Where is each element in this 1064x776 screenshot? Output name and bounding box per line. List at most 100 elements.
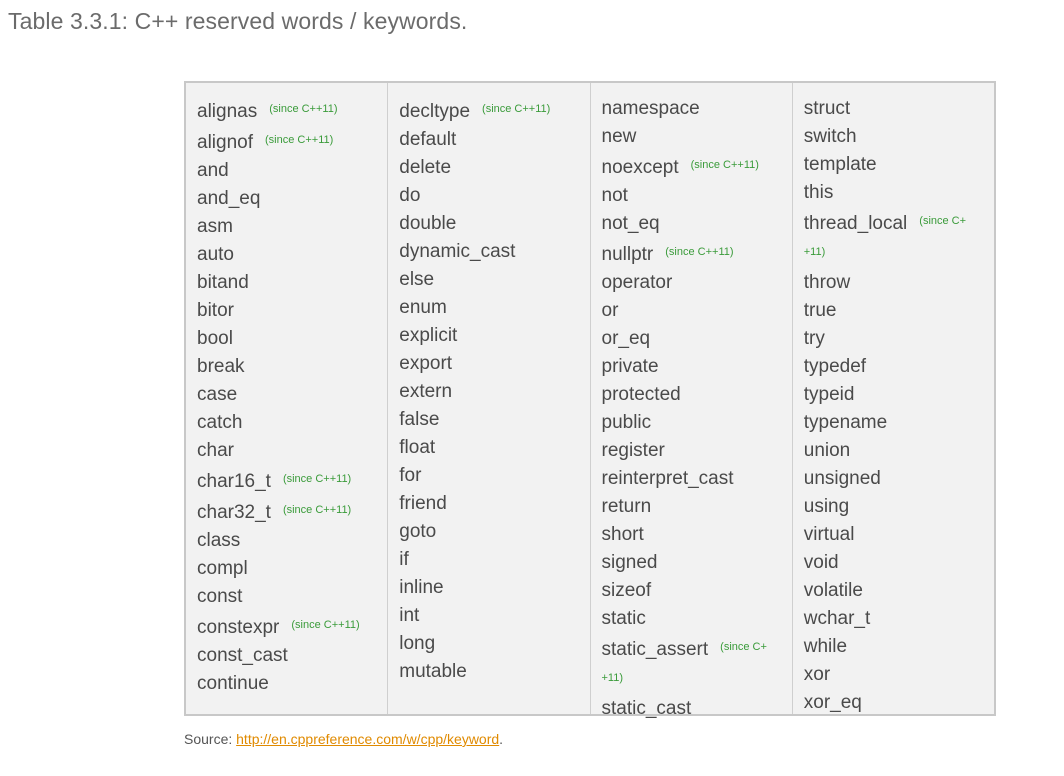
table-caption: Table 3.3.1: C++ reserved words / keywor… [8, 8, 468, 34]
source-prefix: Source: [184, 731, 237, 747]
keyword-entry: true [804, 297, 994, 325]
keyword-text: switch [803, 126, 857, 147]
keyword-entry: private [602, 353, 792, 381]
keyword-entry: not [602, 182, 792, 210]
keyword-entry: while [804, 633, 994, 661]
keyword-text: template [803, 154, 877, 175]
keyword-entry: export [399, 350, 589, 378]
keyword-column-4: struct switch template this thread_local (sin… [793, 83, 994, 714]
keyword-entry: extern [399, 378, 589, 406]
source-link[interactable]: http://en.cppreference.com/w/cpp/keyword [236, 731, 500, 747]
keyword-entry: enum [399, 294, 589, 322]
keyword-text: goto [399, 521, 437, 542]
keyword-text: bitand [197, 272, 249, 293]
keyword-text: export [399, 353, 453, 374]
keyword-entry: wchar_t [804, 605, 994, 633]
keyword-text: wchar_t [803, 608, 871, 629]
keyword-text: struct [803, 98, 851, 119]
keyword-entry: alignof (since C++11) [197, 126, 387, 157]
keyword-text: else [399, 269, 435, 290]
keyword-text: char32_t [197, 502, 271, 523]
keyword-entry: union [804, 437, 994, 465]
keyword-text: catch [197, 412, 243, 433]
keyword-entry: char16_t (since C++11) [197, 465, 387, 496]
keyword-text: int [399, 605, 420, 626]
keyword-text: and_eq [197, 188, 261, 209]
since-note: (since C++11) [269, 103, 338, 115]
keyword-entry: do [399, 182, 589, 210]
keyword-text: compl [197, 558, 248, 579]
keyword-entry: namespace [602, 95, 792, 123]
keyword-entry: volatile [804, 577, 994, 605]
keyword-entry: typedef [804, 353, 994, 381]
keyword-text: this [803, 182, 834, 203]
keyword-entry: bitor [197, 297, 387, 325]
keyword-entry: class [197, 527, 387, 555]
keyword-text: long [399, 633, 436, 654]
keyword-text: while [803, 636, 848, 657]
keyword-entry: new [602, 123, 792, 151]
keyword-text: sizeof [601, 580, 652, 601]
keyword-text: xor_eq [803, 692, 862, 713]
keyword-entry: if [399, 546, 589, 574]
keyword-column-2: decltype (since C++11) default delete do doub… [388, 83, 591, 714]
keyword-text: private [601, 356, 659, 377]
keyword-column-1: alignas (since C++11) alignof (since C++11)… [186, 83, 389, 714]
keyword-text: static [601, 608, 646, 629]
keyword-entry: asm [197, 213, 387, 241]
keyword-text: const [197, 586, 243, 607]
keyword-text: static_cast [601, 698, 692, 719]
keyword-text: operator [601, 272, 673, 293]
keyword-entry: typename [804, 409, 994, 437]
keyword-entry: dynamic_cast [399, 238, 589, 266]
keyword-text: inline [399, 577, 444, 598]
keyword-text: thread_local [803, 213, 908, 234]
keyword-text: alignas [197, 101, 258, 122]
keyword-entry: not_eq [602, 210, 792, 238]
keyword-entry: goto [399, 518, 589, 546]
source-line: Source: http://en.cppreference.com/w/cpp… [184, 731, 503, 747]
keyword-text: register [601, 440, 665, 461]
keyword-entry: register [602, 437, 792, 465]
keyword-text: enum [399, 297, 447, 318]
keyword-entry: delete [399, 154, 589, 182]
keyword-entry: case [197, 381, 387, 409]
keyword-entry: or [602, 297, 792, 325]
keyword-text: default [399, 129, 457, 150]
keyword-text: void [803, 552, 839, 573]
keyword-text: volatile [803, 580, 863, 601]
keyword-text: char [197, 440, 234, 461]
keyword-entry: short [602, 521, 792, 549]
keyword-text: delete [399, 157, 452, 178]
keyword-text: typename [803, 412, 888, 433]
keyword-text: signed [601, 552, 658, 573]
keyword-text: public [601, 412, 652, 433]
keyword-text: unsigned [803, 468, 881, 489]
keyword-entry: int [399, 602, 589, 630]
keyword-entry: bitand [197, 269, 387, 297]
since-note: (since C++11) [282, 504, 352, 516]
keyword-entry: protected [602, 381, 792, 409]
keyword-text: decltype [399, 101, 471, 122]
keyword-entry: void [804, 549, 994, 577]
keyword-text: bitor [197, 300, 234, 321]
keyword-text: nullptr [601, 244, 654, 265]
keyword-entry: static [602, 605, 792, 633]
keyword-text: typedef [803, 356, 867, 377]
keyword-entry: char [197, 437, 387, 465]
keyword-text: return [601, 496, 652, 517]
keyword-text: constexpr [197, 617, 280, 638]
keyword-text: short [601, 524, 644, 545]
keyword-text: continue [197, 673, 269, 694]
keyword-entry: sizeof [602, 577, 792, 605]
keyword-entry: switch [804, 123, 994, 151]
keyword-text: or [601, 300, 619, 321]
keyword-entry: xor [804, 661, 994, 689]
keyword-text: explicit [399, 325, 458, 346]
keyword-text: virtual [803, 524, 855, 545]
keyword-entry: virtual [804, 521, 994, 549]
keyword-text: double [399, 213, 457, 234]
keyword-text: protected [601, 384, 681, 405]
keyword-entry: nullptr (since C++11) [602, 238, 792, 269]
keyword-text: alignof [197, 132, 253, 153]
